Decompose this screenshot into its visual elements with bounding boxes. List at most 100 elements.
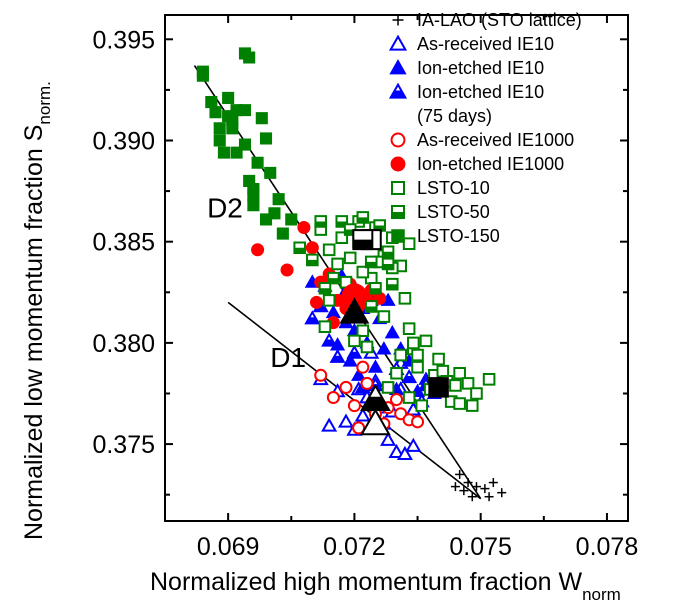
data-point: [318, 281, 332, 295]
legend-marker: [389, 59, 407, 75]
legend-marker: [388, 34, 408, 51]
data-point: [488, 478, 498, 488]
legend-marker: [390, 132, 406, 148]
data-point: [243, 51, 256, 64]
data-point: [342, 353, 358, 367]
data-point: [322, 243, 336, 257]
legend-label: Ion-etched IE1000: [417, 154, 564, 174]
data-point: [377, 310, 391, 323]
data-point: [384, 324, 400, 339]
data-point: [467, 492, 477, 502]
data-point: [327, 271, 340, 285]
data-point: [398, 292, 412, 305]
data-point: [380, 431, 397, 446]
y-axis-title-main: Normalized low momentum fraction S: [20, 125, 48, 540]
x-axis-title-subscript: norm: [582, 585, 621, 603]
average-marker: [428, 377, 449, 398]
data-point: [304, 310, 321, 325]
half-fill: [390, 90, 406, 98]
legend-item: As-received IE1000: [390, 130, 574, 150]
data-point: [453, 397, 466, 410]
legend-label: IA-LAO (STO lattice): [417, 10, 582, 30]
half-fill: [382, 263, 394, 270]
series-ia-lao-sto-lattice-: [450, 469, 507, 502]
half-fill: [294, 247, 305, 254]
data-point: [347, 399, 361, 413]
legend-item: Ion-etched IE10 (75 days): [388, 82, 544, 126]
data-point: [381, 245, 395, 259]
half-fill: [306, 317, 319, 324]
data-point: [305, 241, 319, 255]
data-point: [463, 478, 473, 488]
region-labels: D2 D1: [207, 192, 306, 373]
legend-item: LSTO-10: [391, 178, 490, 198]
half-fill: [361, 396, 390, 410]
legend-marker: [391, 229, 405, 243]
legend-marker: [390, 156, 406, 172]
series-lsto-150: [196, 47, 298, 240]
legend-marker: [391, 181, 405, 195]
data-point: [325, 304, 341, 319]
plot-border: [164, 14, 629, 522]
data-point: [484, 492, 494, 502]
legend-item: LSTO-150: [391, 226, 500, 246]
x-axis-title-main: Normalized high momentum fraction W: [150, 568, 582, 596]
data-point: [326, 391, 340, 405]
half-fill: [319, 288, 331, 294]
data-point: [390, 366, 403, 380]
legend-label: LSTO-50: [417, 202, 490, 222]
half-fill: [365, 306, 377, 312]
data-point: [321, 417, 338, 432]
x-tick-label: 0.075: [449, 533, 512, 561]
data-point: [459, 486, 469, 496]
data-point: [405, 437, 422, 452]
y-tick-label: 0.390: [92, 127, 155, 155]
data-point: [376, 341, 392, 355]
data-point: [402, 237, 416, 251]
data-point: [293, 241, 306, 255]
legend-marker: [388, 82, 408, 99]
data-point: [352, 421, 366, 435]
data-point: [356, 360, 370, 374]
data-point: [354, 407, 371, 422]
data-point: [318, 320, 332, 333]
data-point: [285, 213, 298, 226]
half-fill: [365, 261, 377, 268]
axis-ticks: 0.069 0.072 0.075 0.078 0.375 0.380 0.385 0.390…: [92, 15, 638, 561]
legend-marker: [392, 14, 404, 26]
data-point: [381, 381, 395, 394]
data-point: [339, 380, 353, 394]
data-point: [259, 213, 273, 226]
data-point: [238, 104, 252, 117]
data-point: [364, 255, 378, 269]
data-point: [247, 199, 260, 212]
data-point: [196, 69, 209, 82]
legend-label: Ion-etched IE10: [417, 82, 544, 102]
data-point: [314, 215, 328, 228]
data-point: [251, 243, 265, 257]
data-point: [264, 166, 277, 179]
legend: IA-LAO (STO lattice) As-received IE10 Ion-…: [388, 10, 582, 246]
legend-item: Ion-etched IE10: [389, 58, 544, 78]
data-point: [209, 106, 222, 119]
data-point: [343, 251, 357, 265]
data-point: [360, 340, 374, 354]
data-point: [402, 391, 416, 404]
legend-label: As-received IE1000: [417, 130, 574, 150]
data-point: [217, 146, 230, 159]
data-point: [385, 277, 399, 291]
data-point: [321, 332, 338, 347]
data-point: [450, 482, 460, 492]
data-point: [280, 263, 294, 277]
region-label-d2: D2: [207, 192, 243, 223]
data-point: [356, 211, 370, 224]
data-point: [222, 91, 235, 105]
data-point: [389, 393, 404, 407]
y-tick-label: 0.385: [92, 229, 155, 257]
data-point: [351, 367, 367, 381]
half-fill: [402, 375, 416, 383]
data-point: [346, 344, 363, 359]
data-point: [360, 376, 374, 390]
data-point: [497, 488, 507, 498]
